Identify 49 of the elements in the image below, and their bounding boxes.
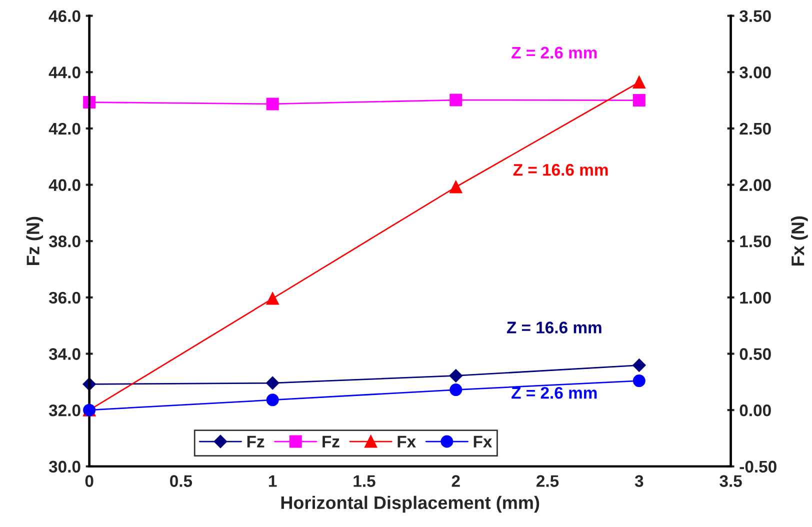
- point: [266, 292, 279, 305]
- y2-tick-label: 0.50: [740, 348, 771, 360]
- y-tick-label: 38.0: [48, 236, 80, 248]
- point: [450, 180, 462, 194]
- y2-tick-label: 2.50: [740, 122, 771, 135]
- y2-tick-label: -0.50: [740, 460, 776, 473]
- y-tick-label: 42.0: [48, 122, 80, 135]
- point: [450, 94, 462, 106]
- y-tick-label: 40.0: [48, 179, 80, 191]
- x-tick-label: 2: [452, 475, 460, 487]
- legend-label: Fx: [398, 436, 416, 448]
- y2-tick-label: 3.00: [740, 66, 771, 78]
- x-tick-label: 1.5: [354, 475, 376, 487]
- x-tick-label: 3: [634, 475, 644, 487]
- y2-tick-label: 2.00: [740, 179, 771, 191]
- x-tick-label: 0.5: [170, 475, 192, 487]
- y2-axis-title: Fx (N): [791, 216, 808, 266]
- y-tick-label: 34.0: [48, 348, 80, 360]
- y2-tick-label: 0.00: [740, 404, 771, 416]
- point: [266, 98, 279, 110]
- annotation: Z = 2.6 mm: [512, 46, 597, 59]
- point: [632, 374, 646, 388]
- y-tick-label: 44.0: [48, 66, 80, 78]
- y-tick-label: 46.0: [48, 10, 80, 22]
- y2-tick-label: 1.50: [740, 236, 771, 248]
- x-tick-label: 3.5: [720, 475, 742, 487]
- x-axis-title: Horizontal Displacement (mm): [281, 496, 540, 513]
- point: [632, 94, 646, 107]
- x-tick-label: 2.5: [536, 475, 559, 487]
- annotation: Z = 16.6 mm: [506, 322, 602, 334]
- legend-label: Fz: [322, 436, 340, 448]
- point: [266, 376, 280, 390]
- point: [266, 394, 279, 406]
- y2-tick-label: 3.50: [740, 10, 771, 22]
- point: [450, 384, 462, 396]
- point: [449, 369, 462, 382]
- point: [632, 76, 646, 89]
- x-tick-label: 0: [85, 475, 94, 487]
- annotation: Z = 2.6 mm: [512, 386, 597, 399]
- y-tick-label: 36.0: [48, 292, 80, 304]
- y-tick-label: 30.0: [48, 460, 80, 473]
- y-tick-label: 32.0: [48, 404, 80, 416]
- y2-tick-label: 1.00: [740, 292, 771, 304]
- point: [632, 358, 646, 372]
- legend-label: Fx: [474, 436, 492, 448]
- legend-label: Fz: [247, 436, 264, 448]
- x-tick-label: 1: [269, 475, 277, 487]
- y-axis-title: Fz (N): [26, 216, 43, 265]
- annotation: Z = 16.6 mm: [513, 164, 608, 176]
